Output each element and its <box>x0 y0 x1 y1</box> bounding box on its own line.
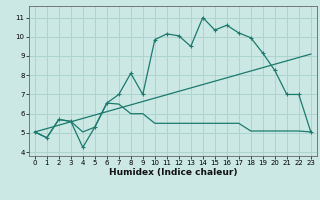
X-axis label: Humidex (Indice chaleur): Humidex (Indice chaleur) <box>108 168 237 177</box>
